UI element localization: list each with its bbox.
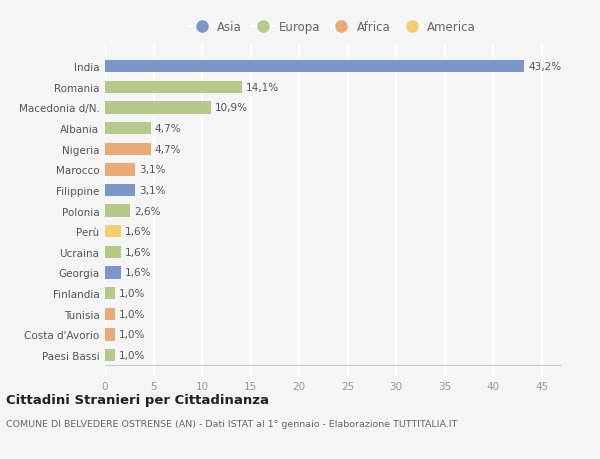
Legend: Asia, Europa, Africa, America: Asia, Europa, Africa, America [188,19,478,36]
Text: 10,9%: 10,9% [215,103,248,113]
Text: 1,6%: 1,6% [124,268,151,278]
Bar [105,123,151,135]
Text: 43,2%: 43,2% [528,62,561,72]
Text: Cittadini Stranieri per Cittadinanza: Cittadini Stranieri per Cittadinanza [6,393,269,406]
Bar [105,329,115,341]
Text: 2,6%: 2,6% [134,206,161,216]
Text: COMUNE DI BELVEDERE OSTRENSE (AN) - Dati ISTAT al 1° gennaio - Elaborazione TUTT: COMUNE DI BELVEDERE OSTRENSE (AN) - Dati… [6,419,457,428]
Text: 3,1%: 3,1% [139,185,166,196]
Text: 3,1%: 3,1% [139,165,166,175]
Text: 4,7%: 4,7% [154,124,181,134]
Bar [105,246,121,258]
Text: 1,0%: 1,0% [119,330,145,340]
Text: 4,7%: 4,7% [154,145,181,154]
Bar [105,225,121,238]
Bar [105,205,130,217]
Bar [105,185,135,197]
Bar [105,61,524,73]
Bar [105,349,115,361]
Text: 14,1%: 14,1% [245,83,279,93]
Text: 1,6%: 1,6% [124,227,151,237]
Text: 1,0%: 1,0% [119,288,145,298]
Text: 1,6%: 1,6% [124,247,151,257]
Bar [105,267,121,279]
Bar [105,164,135,176]
Bar [105,287,115,300]
Text: 1,0%: 1,0% [119,350,145,360]
Bar [105,308,115,320]
Bar [105,82,242,94]
Text: 1,0%: 1,0% [119,309,145,319]
Bar [105,143,151,156]
Bar [105,102,211,114]
